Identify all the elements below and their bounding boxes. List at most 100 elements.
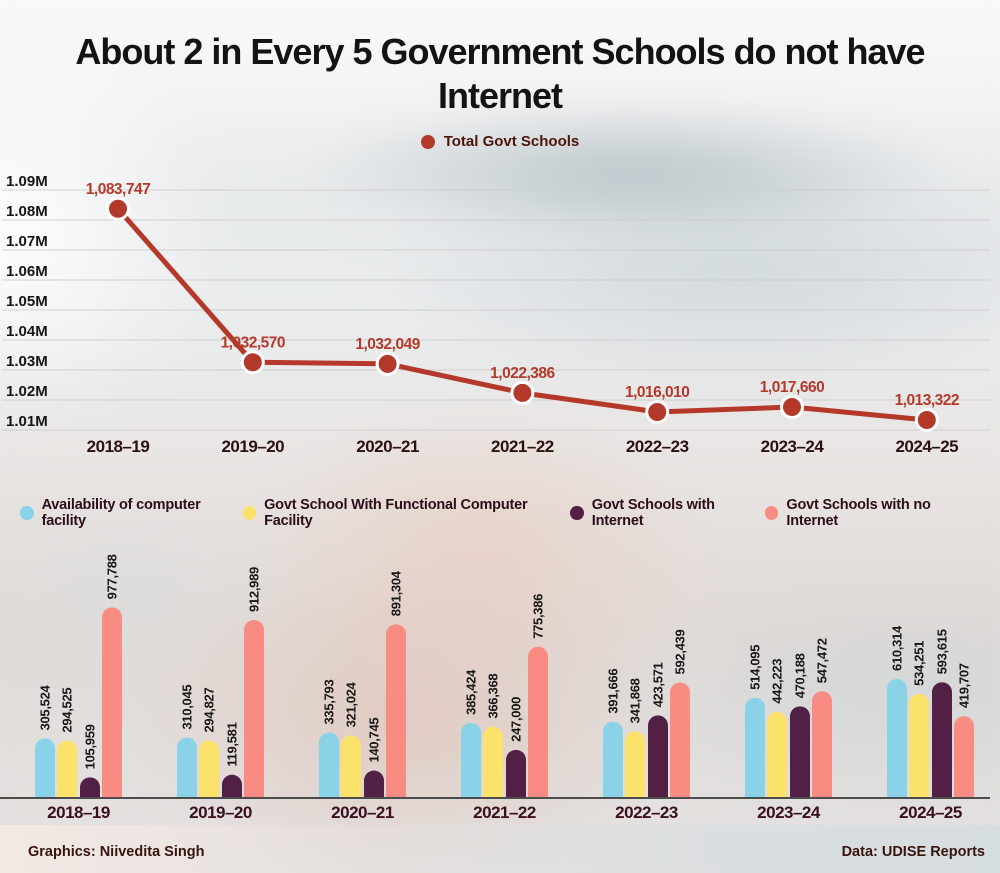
x-tick-label: 2024–25 — [895, 437, 958, 456]
bar — [767, 711, 787, 798]
page-title: About 2 in Every 5 Government Schools do… — [0, 30, 1000, 118]
bar — [35, 738, 55, 798]
legend-item-with-internet: Govt Schools with Internet — [570, 497, 765, 529]
legend-label: Govt Schools with no Internet — [786, 497, 931, 529]
y-tick-label: 1.04M — [6, 323, 48, 340]
y-tick-label: 1.01M — [6, 413, 48, 430]
title-line-2: Internet — [437, 74, 563, 116]
x-tick-label: 2023–24 — [757, 803, 821, 822]
bar-value-label: 442,223 — [770, 659, 785, 704]
bar-value-label: 105,959 — [83, 724, 98, 769]
bar — [812, 691, 832, 798]
bar-value-label: 310,045 — [180, 685, 195, 730]
x-tick-label: 2019–20 — [189, 803, 252, 822]
credit-graphics: Graphics: Niivedita Singh — [28, 844, 205, 860]
title-line-1: About 2 in Every 5 Government Schools do… — [75, 31, 925, 72]
x-tick-label: 2021–22 — [473, 803, 536, 822]
y-tick-label: 1.06M — [6, 263, 48, 280]
x-tick-label: 2024–25 — [899, 803, 962, 822]
line-point — [645, 399, 670, 424]
value-label: 1,013,322 — [895, 392, 959, 409]
legend-label: Availability of computer facility — [41, 497, 201, 529]
legend-item-no-internet: Govt Schools with no Internet — [764, 497, 980, 529]
x-tick-label: 2018–19 — [87, 437, 150, 456]
bar-value-label: 534,251 — [912, 641, 927, 686]
x-tick-label: 2019–20 — [221, 437, 284, 456]
bar-value-label: 912,989 — [247, 567, 262, 612]
bar-value-label: 247,000 — [509, 697, 524, 742]
x-tick-label: 2020–21 — [331, 803, 394, 822]
x-tick-label: 2023–24 — [761, 437, 825, 456]
bar — [932, 682, 952, 798]
bar — [909, 693, 929, 798]
credit-data-source: Data: UDISE Reports — [841, 844, 985, 860]
legend-item-functional-computer: Govt School With Functional Computer Fac… — [242, 497, 571, 529]
x-tick-label: 2020–21 — [356, 437, 419, 456]
line-point — [375, 351, 400, 376]
legend-dot-icon — [420, 134, 435, 149]
value-label: 1,083,747 — [86, 181, 150, 198]
bar-value-label: 547,472 — [815, 638, 830, 683]
y-tick-label: 1.03M — [6, 353, 48, 370]
bar-value-label: 775,386 — [531, 594, 546, 639]
bar-value-label: 592,439 — [673, 630, 688, 675]
footer-strip — [0, 825, 1000, 873]
bar-value-label: 366,368 — [486, 674, 501, 719]
bar — [625, 731, 645, 798]
bar-value-label: 423,571 — [651, 662, 666, 707]
bar-value-label: 419,707 — [957, 663, 972, 708]
bar — [954, 716, 974, 798]
bar-value-label: 140,745 — [367, 718, 382, 763]
bar-value-label: 305,524 — [38, 684, 53, 730]
y-tick-label: 1.02M — [6, 383, 48, 400]
bar — [102, 607, 122, 798]
bar — [222, 774, 242, 798]
legend-item-computer-facility: Availability of computer facility — [20, 497, 243, 529]
bar-value-label: 977,788 — [105, 554, 120, 599]
bar — [483, 726, 503, 798]
line-chart-legend: Total Govt Schools — [0, 133, 1000, 150]
value-label: 1,017,660 — [760, 379, 824, 396]
legend-label: Govt School With Functional Computer Fac… — [264, 497, 528, 529]
bar — [887, 678, 907, 798]
y-tick-label: 1.05M — [6, 293, 48, 310]
bar-value-label: 294,827 — [202, 688, 217, 733]
bar — [57, 740, 77, 798]
y-tick-label: 1.09M — [6, 173, 48, 190]
bar-chart: 305,524 294,525 105,959 977,788 2018–19 310,0… — [0, 554, 990, 822]
x-tick-label: 2018–19 — [47, 803, 110, 822]
bar-value-label: 391,666 — [606, 669, 621, 714]
bar — [506, 749, 526, 798]
legend-dot-icon — [20, 506, 34, 520]
bar — [648, 715, 668, 798]
x-tick-label: 2022–23 — [626, 437, 689, 456]
y-tick-label: 1.08M — [6, 203, 48, 220]
bar-value-label: 470,188 — [793, 653, 808, 698]
line-point — [510, 380, 535, 405]
line-point — [914, 408, 939, 433]
legend-label-total-govt-schools: Total Govt Schools — [443, 133, 580, 150]
bar-value-label: 321,024 — [344, 681, 359, 727]
bar — [670, 682, 690, 798]
bar-value-label: 294,525 — [60, 688, 75, 733]
line-point — [780, 395, 804, 420]
bar — [177, 737, 197, 798]
line-chart: 1.09M 1.08M 1.07M 1.06M 1.05M 1.04M 1.03M 1.02M… — [2, 173, 990, 456]
bar — [603, 721, 623, 798]
legend-dot-icon — [570, 506, 584, 520]
bar — [244, 619, 264, 798]
line-point — [106, 196, 130, 221]
bar — [528, 646, 548, 798]
y-tick-label: 1.07M — [6, 233, 48, 250]
bar-value-label: 891,304 — [389, 570, 404, 616]
bar-value-label: 593,615 — [935, 629, 950, 674]
bar — [199, 740, 219, 798]
bar — [319, 732, 339, 798]
value-label: 1,032,049 — [355, 336, 420, 353]
legend-label: Govt Schools with Internet — [591, 497, 715, 529]
x-tick-label: 2022–23 — [615, 803, 678, 822]
bar — [461, 722, 481, 798]
